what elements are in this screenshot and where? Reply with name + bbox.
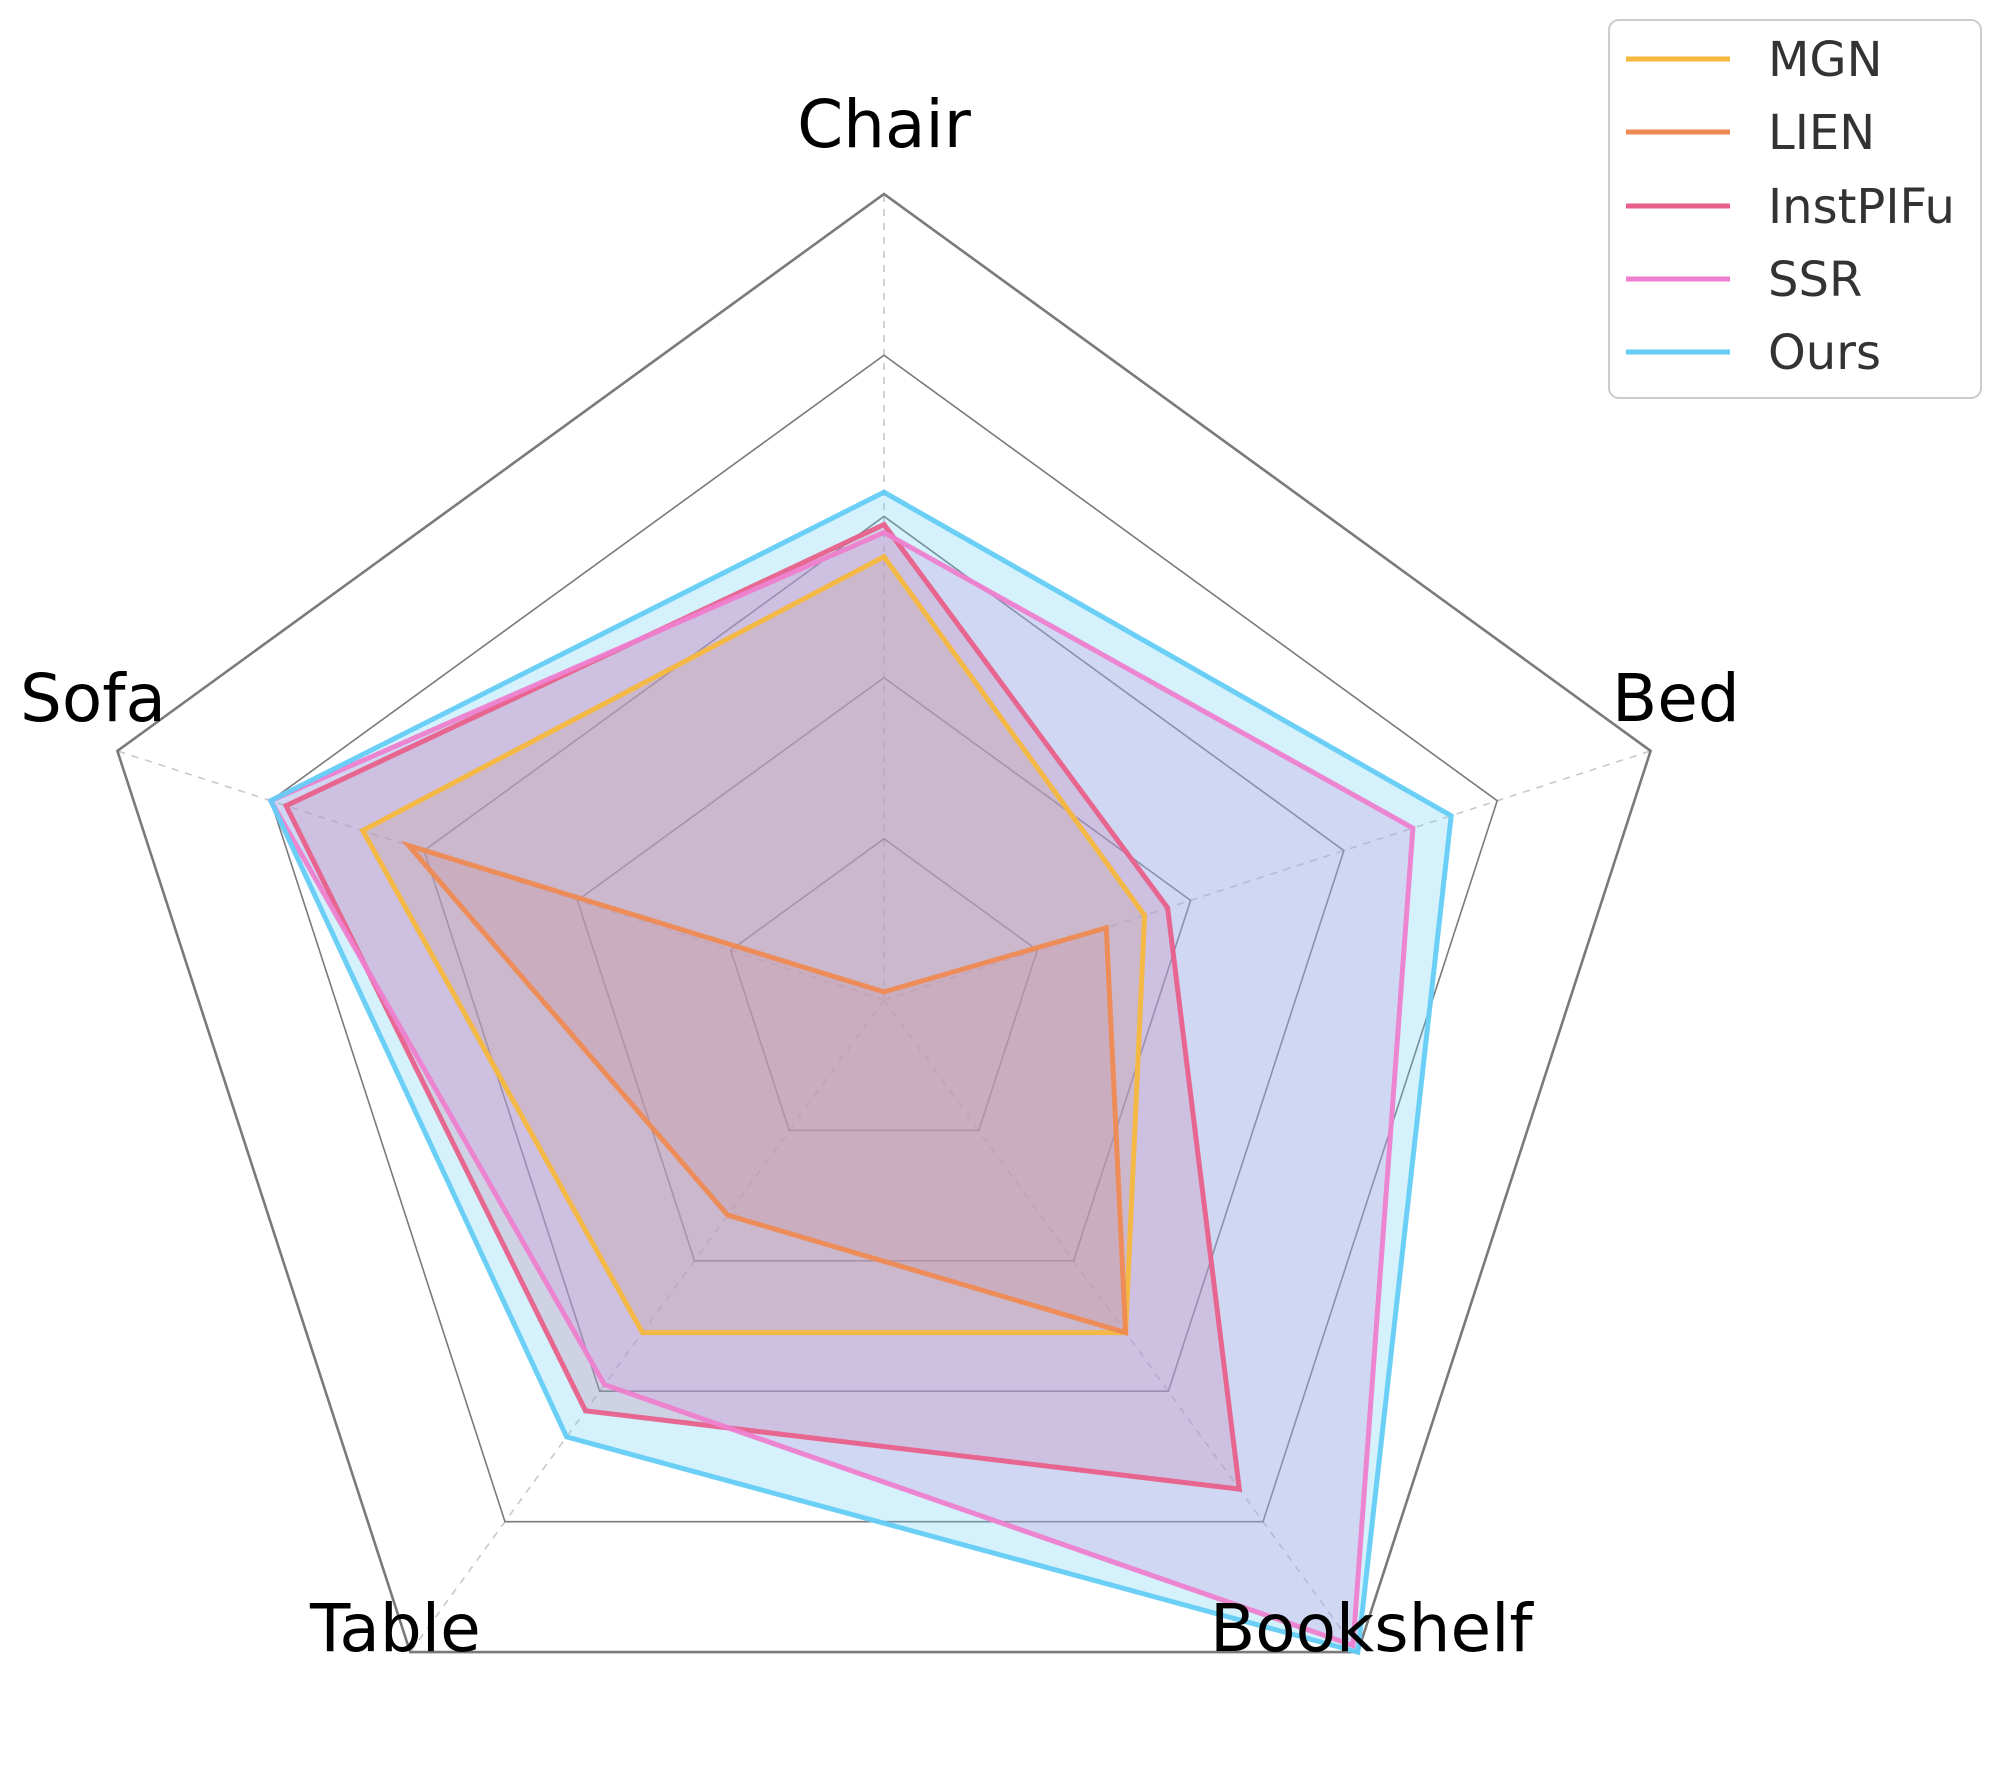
axis-labels: Chair Bed Bookshelf Table Sofa	[20, 86, 1740, 1667]
series-area-mgn	[362, 556, 1145, 1333]
axis-label-table: Table	[309, 1590, 481, 1667]
series-area-ssr	[270, 532, 1413, 1646]
legend-label-ours: Ours	[1768, 325, 1881, 381]
legend-box	[1608, 19, 1982, 399]
grid-ring-3	[423, 515, 1345, 1392]
legend-item-lien: LIEN	[1626, 105, 1875, 161]
legend-item-mgn: MGN	[1626, 32, 1883, 88]
legend-item-ssr: SSR	[1626, 252, 1862, 308]
legend-label-instpifu: InstPIFu	[1768, 179, 1955, 235]
legend-label-lien: LIEN	[1768, 105, 1875, 161]
series-line-instpifu	[282, 521, 1243, 1492]
grid-ring-1	[729, 837, 1039, 1132]
series-fills	[270, 492, 1452, 1653]
series-lines	[267, 489, 1454, 1656]
series-line-ssr	[267, 529, 1416, 1649]
series-line-mgn	[359, 553, 1148, 1336]
legend-item-instpifu: InstPIFu	[1626, 179, 1955, 235]
series-area-lien	[408, 845, 1126, 1333]
series-line-lien	[401, 840, 1129, 1336]
axis-label-bookshelf: Bookshelf	[1210, 1590, 1534, 1667]
series-line-ours	[267, 489, 1454, 1656]
axis-label-chair: Chair	[797, 86, 972, 163]
legend-item-ours: Ours	[1626, 325, 1881, 381]
legend-label-mgn: MGN	[1768, 32, 1883, 88]
axis-label-sofa: Sofa	[20, 660, 166, 737]
grid-ring-5	[115, 192, 1653, 1654]
legend: MGN LIEN InstPIFu SSR Ours	[1608, 19, 1982, 399]
axis-label-bed: Bed	[1612, 660, 1740, 737]
legend-label-ssr: SSR	[1768, 252, 1862, 308]
series-area-ours	[270, 492, 1452, 1653]
